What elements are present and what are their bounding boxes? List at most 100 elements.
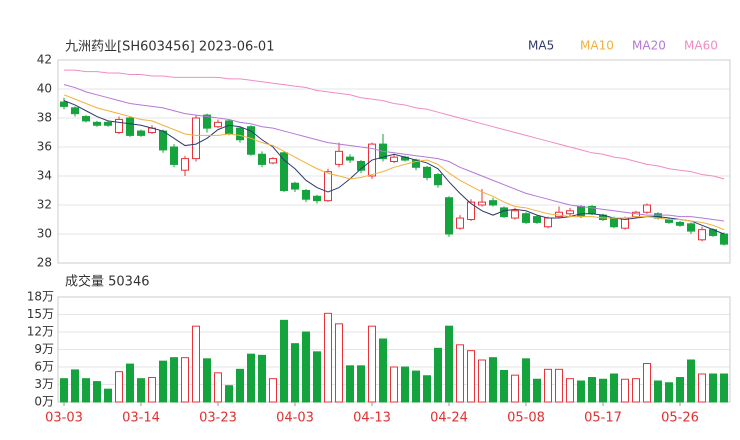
legend-entry: MA5 <box>528 39 554 53</box>
candle-body <box>676 221 684 226</box>
candle-body <box>93 121 101 126</box>
volume-bar <box>192 325 200 403</box>
y-tick-label: 3万 <box>34 377 54 391</box>
candle-body <box>434 174 442 186</box>
y-tick-label: 0万 <box>34 395 54 409</box>
volume-bar <box>60 378 68 403</box>
volume-bar <box>181 357 189 403</box>
x-tick-label: 03-14 <box>122 411 160 426</box>
y-tick-label: 18万 <box>27 290 54 304</box>
candle-body <box>467 201 475 221</box>
volume-bar <box>104 388 112 403</box>
candle-body <box>390 156 398 162</box>
volume-bar <box>159 360 167 403</box>
volume-bar <box>566 378 574 403</box>
y-tick-label: 15万 <box>27 307 54 321</box>
volume-bar <box>126 363 134 403</box>
volume-bar <box>214 372 222 403</box>
candle-body <box>698 229 706 241</box>
volume-bar <box>500 370 508 403</box>
candle-body <box>82 116 90 122</box>
volume-bar <box>511 374 519 403</box>
y-tick-label: 36 <box>37 140 52 154</box>
candle-body <box>533 216 541 223</box>
y-tick-label: 6万 <box>34 360 54 374</box>
volume-bar <box>676 377 684 403</box>
volume-bar <box>456 344 464 403</box>
candle-body <box>71 107 79 115</box>
volume-bar <box>522 358 530 403</box>
ma-line <box>63 94 725 231</box>
legend-entry: MA10 <box>580 39 614 53</box>
candle-body <box>577 205 585 218</box>
x-tick-label: 04-13 <box>353 411 391 426</box>
candle-body <box>522 213 530 223</box>
y-tick-label: 32 <box>37 198 52 212</box>
y-tick-label: 42 <box>37 53 52 67</box>
candle-body <box>302 190 310 200</box>
candle-body <box>566 210 574 215</box>
volume-bar <box>324 312 332 403</box>
volume-bar <box>654 380 662 403</box>
candle-body <box>346 156 354 161</box>
volume-bar <box>236 368 244 403</box>
volume-bar <box>269 378 277 403</box>
candle-body <box>324 171 332 202</box>
volume-bar <box>478 359 486 403</box>
volume-bar <box>577 380 585 403</box>
volume-bar <box>71 369 79 403</box>
candle-body <box>489 200 497 206</box>
volume-bar <box>533 378 541 403</box>
y-tick-label: 12万 <box>27 325 54 339</box>
volume-bar <box>610 373 618 403</box>
volume-bar <box>665 382 673 403</box>
volume-bar <box>467 350 475 403</box>
x-tick-label: 05-17 <box>584 411 622 426</box>
volume-bar <box>115 371 123 403</box>
volume-bar <box>720 373 728 403</box>
y-tick-label: 9万 <box>34 342 54 356</box>
candle-body <box>269 158 277 164</box>
ma-line <box>63 84 725 222</box>
y-tick-label: 40 <box>37 82 52 96</box>
candle-body <box>643 204 651 213</box>
candle-body <box>203 114 211 129</box>
volume-bar <box>423 375 431 403</box>
candle-body <box>258 153 266 165</box>
candle-body <box>225 120 233 135</box>
legend-entry: MA60 <box>684 39 718 53</box>
volume-bar <box>93 381 101 403</box>
volume-title: 成交量 50346 <box>65 274 150 290</box>
volume-bar <box>401 366 409 403</box>
volume-bar <box>412 370 420 403</box>
volume-bar <box>643 363 651 403</box>
legend-entry: MA20 <box>632 39 666 53</box>
volume-bar <box>170 357 178 403</box>
candle-body <box>126 117 134 136</box>
volume-bar <box>148 377 156 403</box>
candle-body <box>137 130 145 136</box>
plot-frame <box>57 59 731 264</box>
volume-bar <box>247 353 255 403</box>
volume-bar <box>379 338 387 403</box>
volume-bar <box>313 351 321 403</box>
candle-body <box>170 146 178 165</box>
volume-bar <box>544 368 552 403</box>
volume-bar <box>632 378 640 403</box>
candle-body <box>445 197 453 235</box>
volume-bar <box>258 354 266 403</box>
chart-title: 九洲药业[SH603456] 2023-06-01 <box>65 40 274 55</box>
candle-body <box>423 166 431 178</box>
volume-bar <box>357 365 365 403</box>
candle-body <box>181 158 189 171</box>
candle-body <box>456 217 464 229</box>
volume-bar <box>588 377 596 403</box>
volume-bar <box>698 373 706 403</box>
x-tick-label: 03-23 <box>199 411 237 426</box>
candle-body <box>511 210 519 219</box>
volume-bar <box>709 373 717 403</box>
volume-bar <box>82 378 90 403</box>
candle-body <box>335 150 343 165</box>
volume-bar <box>687 359 695 403</box>
